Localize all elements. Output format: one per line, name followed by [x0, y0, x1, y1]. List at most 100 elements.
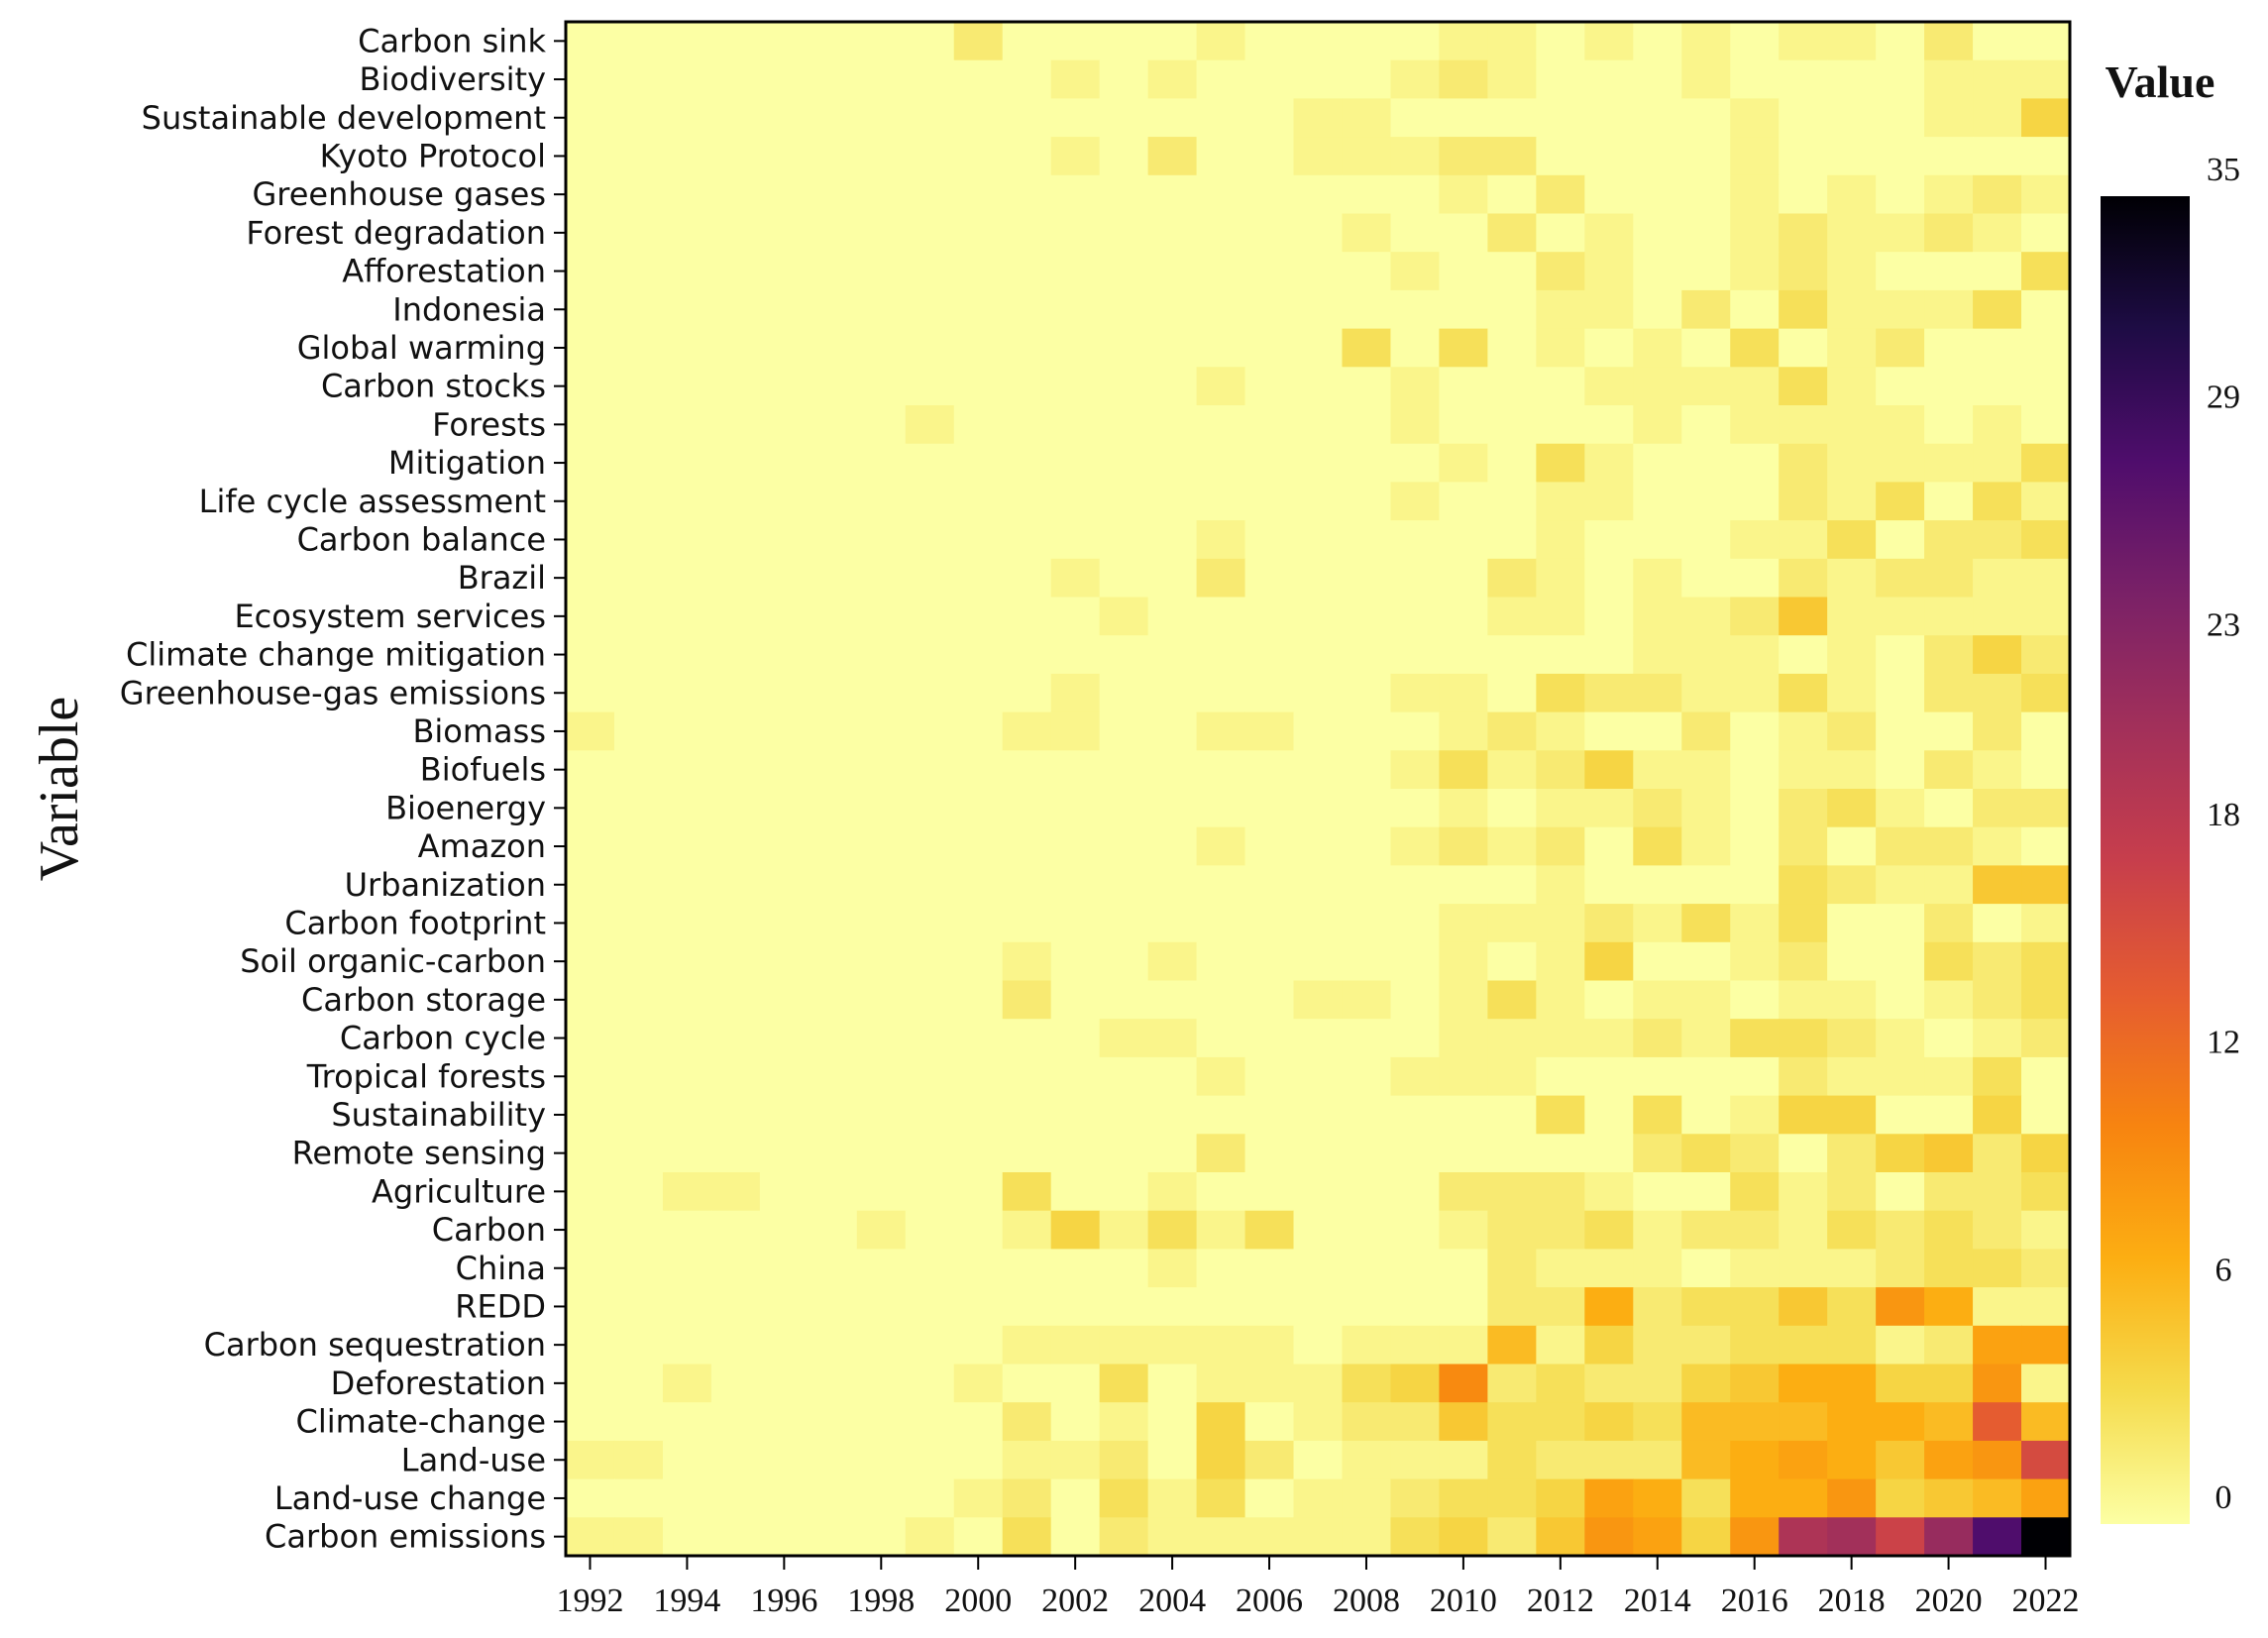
heatmap-cell [710, 405, 761, 445]
heatmap-cell [662, 98, 712, 138]
heatmap-cell [759, 826, 810, 866]
heatmap-cell [1390, 1402, 1441, 1442]
heatmap-cell [953, 1210, 1004, 1250]
heatmap-cell [662, 405, 712, 445]
heatmap-cell [1779, 443, 1828, 483]
heatmap-cell [953, 59, 1004, 99]
colorbar-tick-label: 29 [2207, 380, 2240, 416]
heatmap-cell [1147, 826, 1198, 866]
heatmap-cell [1536, 558, 1585, 599]
heatmap-cell [1681, 213, 1731, 253]
heatmap-cell [1536, 1478, 1585, 1518]
heatmap-cell [1050, 174, 1101, 215]
heatmap-cell [1099, 405, 1149, 445]
heatmap-cell [1050, 980, 1101, 1020]
heatmap-cell [1439, 482, 1488, 521]
heatmap-cell [1244, 1172, 1295, 1212]
heatmap-cell [662, 711, 712, 751]
heatmap-cell [1876, 865, 1925, 905]
heatmap-cell [1342, 904, 1392, 943]
heatmap-cell [662, 59, 712, 99]
heatmap-cell [1002, 1440, 1052, 1480]
heatmap-cell [613, 252, 664, 291]
heatmap-cell [710, 941, 761, 982]
heatmap-cell [613, 1517, 664, 1557]
heatmap-cell [1779, 405, 1828, 445]
heatmap-cell [1439, 1095, 1488, 1135]
heatmap-cell [566, 98, 615, 138]
heatmap-cell [1439, 904, 1488, 943]
heatmap-cell [1973, 1172, 2022, 1212]
heatmap-cell [1390, 865, 1441, 905]
heatmap-cell [2021, 711, 2071, 751]
heatmap-cell [905, 904, 955, 943]
y-tick-label: Carbon balance [297, 520, 546, 558]
heatmap-cell [613, 673, 664, 713]
heatmap-cell [1244, 520, 1295, 560]
heatmap-cell [566, 174, 615, 215]
heatmap-cell [1293, 482, 1344, 521]
heatmap-cell [710, 1440, 761, 1480]
heatmap-cell [1147, 1056, 1198, 1097]
heatmap-cell [1876, 1019, 1925, 1058]
heatmap-cell [1876, 1210, 1925, 1250]
heatmap-cell [1196, 367, 1246, 406]
heatmap-cell [905, 22, 955, 61]
heatmap-cell [2021, 1364, 2071, 1403]
heatmap-cell [905, 520, 955, 560]
heatmap-cells [566, 22, 2071, 1557]
y-tick-label: Ecosystem services [234, 598, 546, 635]
heatmap-cell [1390, 789, 1441, 828]
heatmap-cell [1876, 711, 1925, 751]
heatmap-cell [662, 865, 712, 905]
heatmap-cell [1099, 1095, 1149, 1135]
heatmap-cell [1050, 789, 1101, 828]
heatmap-cell [662, 174, 712, 215]
heatmap-cell [710, 750, 761, 790]
heatmap-cell [953, 289, 1004, 330]
heatmap-cell [1779, 174, 1828, 215]
heatmap-cell [1099, 980, 1149, 1020]
colorbar-tick-label: 18 [2207, 797, 2240, 833]
heatmap-cell [759, 711, 810, 751]
heatmap-cell [1342, 1478, 1392, 1518]
heatmap-cell [856, 789, 907, 828]
heatmap-cell [1293, 941, 1344, 982]
heatmap-cell [566, 443, 615, 483]
heatmap-cell [1924, 673, 1974, 713]
y-tick-label: Amazon [418, 827, 546, 865]
heatmap-cell [2021, 252, 2071, 291]
heatmap-cell [1244, 22, 1295, 61]
heatmap-cell [1293, 1402, 1344, 1442]
heatmap-cell [1487, 289, 1537, 330]
heatmap-cell [1973, 1249, 2022, 1288]
heatmap-cell [1536, 174, 1585, 215]
heatmap-cell [1487, 1325, 1537, 1365]
heatmap-cell [1633, 1249, 1682, 1288]
heatmap-cell [1487, 1056, 1537, 1097]
heatmap-cell [1050, 1364, 1101, 1403]
heatmap-cell [1147, 22, 1198, 61]
heatmap-cell [1973, 1134, 2022, 1173]
heatmap-cell [2021, 597, 2071, 636]
heatmap-cell [1342, 1172, 1392, 1212]
heatmap-cell [566, 1210, 615, 1250]
heatmap-cell [1439, 789, 1488, 828]
heatmap-cell [1244, 289, 1295, 330]
heatmap-cell [1099, 750, 1149, 790]
heatmap-cell [905, 213, 955, 253]
heatmap-cell [953, 826, 1004, 866]
heatmap-cell [1002, 826, 1052, 866]
heatmap-cell [1827, 750, 1877, 790]
heatmap-cell [1876, 1517, 1925, 1557]
heatmap-cell [1730, 1364, 1780, 1403]
heatmap-cell [1827, 367, 1877, 406]
heatmap-cell [759, 1172, 810, 1212]
heatmap-cell [1147, 1402, 1198, 1442]
heatmap-cell [1342, 1056, 1392, 1097]
heatmap-cell [1633, 597, 1682, 636]
heatmap-cell [1293, 1440, 1344, 1480]
heatmap-cell [1584, 635, 1634, 675]
heatmap-cell [1342, 289, 1392, 330]
heatmap-cell [1876, 98, 1925, 138]
